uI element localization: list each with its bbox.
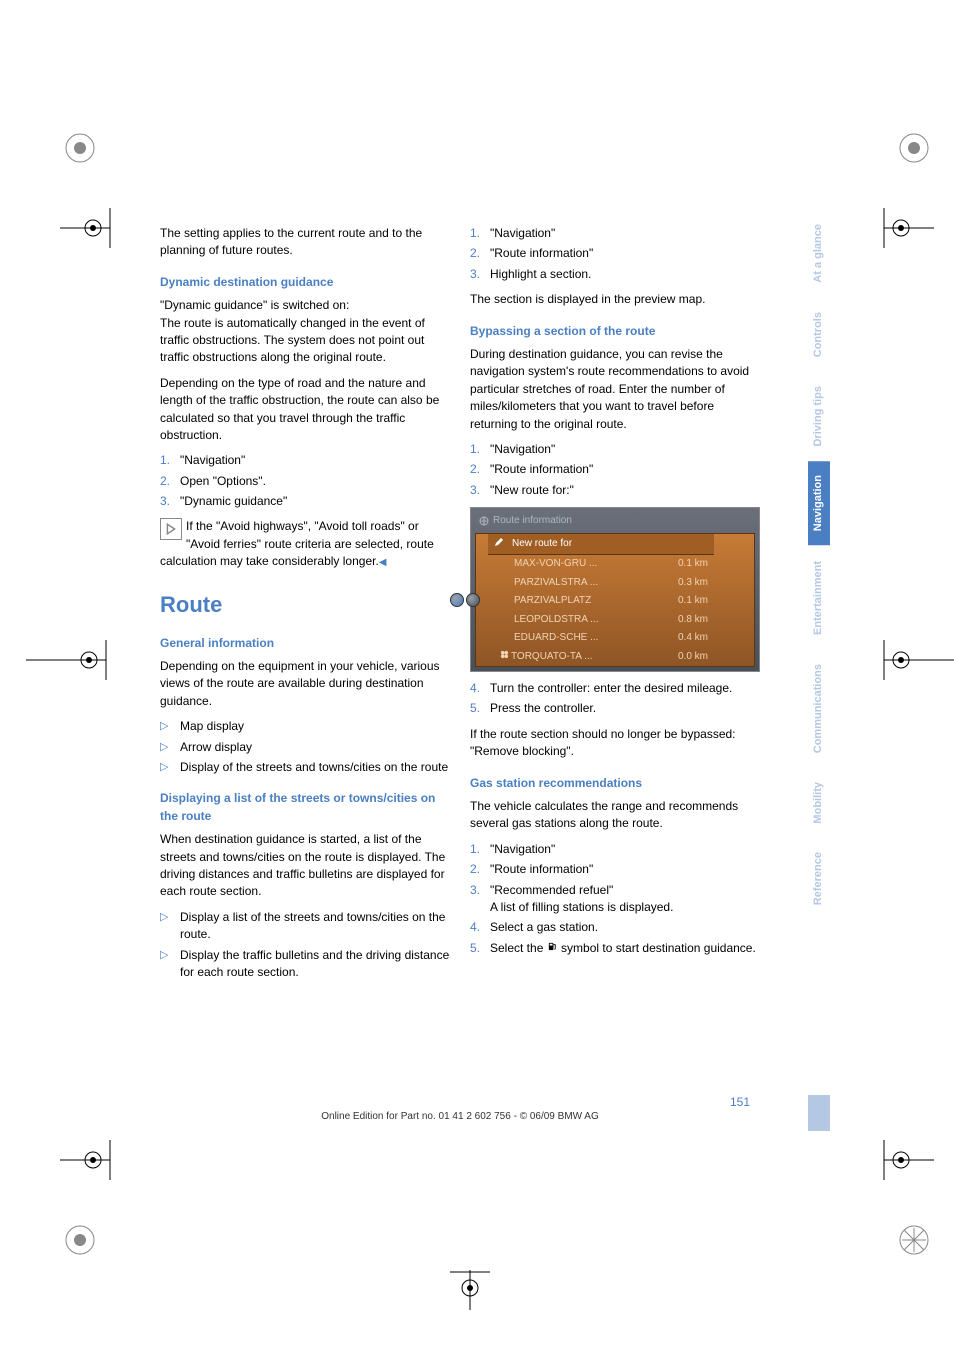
subsection-heading: Gas station recommendations <box>470 775 760 792</box>
tab-navigation[interactable]: Navigation <box>808 461 830 545</box>
footer-bar <box>808 1095 830 1131</box>
crop-mark-br <box>874 1140 934 1300</box>
list-item: 2."Route information" <box>470 861 760 878</box>
paragraph: The route is automatically changed in th… <box>160 315 450 367</box>
paragraph: Depending on the type of road and the na… <box>160 375 450 445</box>
panel-row: TORQUATO-TA ...0.0 km <box>476 648 754 667</box>
list-item: 1."Navigation" <box>470 841 760 858</box>
list-item: 3."Recommended refuel" A list of filling… <box>470 882 760 917</box>
paragraph: During destination guidance, you can rev… <box>470 346 760 433</box>
ordered-list: 1."Navigation" 2."Route information" 3."… <box>470 441 760 499</box>
nav-screenshot: Route information New route for MAX-VON-… <box>470 507 760 672</box>
note-text: If the "Avoid highways", "Avoid toll roa… <box>160 519 434 568</box>
side-tabs: At a glanceControlsDriving tipsNavigatio… <box>808 210 830 920</box>
page-content: The setting applies to the current route… <box>160 225 760 989</box>
paragraph: The vehicle calculates the range and rec… <box>470 798 760 833</box>
list-item: 3.Highlight a section. <box>470 266 760 283</box>
list-item: 2."Route information" <box>470 461 760 478</box>
crop-mark-mr <box>874 640 954 680</box>
bullet-list: Display a list of the streets and towns/… <box>160 909 450 982</box>
right-column: 1."Navigation" 2."Route information" 3.H… <box>470 225 760 989</box>
list-item: Display a list of the streets and towns/… <box>160 909 450 944</box>
left-column: The setting applies to the current route… <box>160 225 450 989</box>
list-item: 1."Navigation" <box>160 452 450 469</box>
section-heading: Dynamic destination guidance <box>160 274 450 291</box>
crop-mark-ml <box>26 640 116 680</box>
list-item: Map display <box>160 718 450 735</box>
ordered-list: 1."Navigation" 2."Route information" 3.H… <box>470 225 760 283</box>
panel-row: PARZIVALPLATZ0.1 km <box>476 592 754 611</box>
list-item: 1."Navigation" <box>470 441 760 458</box>
page-number: 151 <box>160 1095 760 1109</box>
crop-mark-tl <box>60 88 120 248</box>
footer: 151 Online Edition for Part no. 01 41 2 … <box>160 1095 760 1122</box>
footer-text: Online Edition for Part no. 01 41 2 602 … <box>321 1111 599 1122</box>
subsection-heading: General information <box>160 635 450 652</box>
note-box: If the "Avoid highways", "Avoid toll roa… <box>160 518 450 570</box>
list-item: 5.Select the symbol to start destination… <box>470 940 760 958</box>
intro-paragraph: The setting applies to the current route… <box>160 225 450 260</box>
tab-mobility[interactable]: Mobility <box>808 768 830 838</box>
screenshot-title: Route information <box>475 512 755 533</box>
crop-mark-bl <box>60 1140 120 1300</box>
tab-controls[interactable]: Controls <box>808 298 830 371</box>
tab-entertainment[interactable]: Entertainment <box>808 547 830 649</box>
paragraph: When destination guidance is started, a … <box>160 831 450 901</box>
pencil-icon <box>494 537 504 547</box>
paragraph: If the route section should no longer be… <box>470 726 760 761</box>
list-item: 3."New route for:" <box>470 482 760 499</box>
list-item: 1."Navigation" <box>470 225 760 242</box>
bullet-list: Map display Arrow display Display of the… <box>160 718 450 776</box>
paragraph: The section is displayed in the preview … <box>470 291 760 308</box>
crop-mark-tr <box>874 88 934 248</box>
subsection-heading: Bypassing a section of the route <box>470 323 760 340</box>
list-item: Arrow display <box>160 739 450 756</box>
list-item: Display of the streets and towns/cities … <box>160 759 450 776</box>
panel-row: EDUARD-SCHE ...0.4 km <box>476 629 754 648</box>
list-item: Display the traffic bulletins and the dr… <box>160 947 450 982</box>
globe-icon <box>479 516 489 526</box>
ordered-list: 1."Navigation" 2.Open "Options". 3."Dyna… <box>160 452 450 510</box>
subsection-heading: Displaying a list of the streets or town… <box>160 790 450 825</box>
list-item: 4.Turn the controller: enter the desired… <box>470 680 760 697</box>
ordered-list: 4.Turn the controller: enter the desired… <box>470 680 760 718</box>
list-item: 2.Open "Options". <box>160 473 450 490</box>
crop-mark-bc <box>440 1260 500 1320</box>
section-heading: Route <box>160 589 450 621</box>
ordered-list: 1."Navigation" 2."Route information" 3."… <box>470 841 760 957</box>
route-panel: New route for MAX-VON-GRU ...0.1 kmPARZI… <box>475 533 755 668</box>
list-item: 5.Press the controller. <box>470 700 760 717</box>
tab-driving-tips[interactable]: Driving tips <box>808 372 830 461</box>
panel-row: MAX-VON-GRU ...0.1 km <box>476 555 754 574</box>
list-item: 2."Route information" <box>470 245 760 262</box>
gas-pump-icon <box>547 940 558 957</box>
end-triangle-icon: ◀ <box>379 557 387 568</box>
panel-row: LEOPOLDSTRA ...0.8 km <box>476 611 754 630</box>
panel-row: PARZIVALSTRA ...0.3 km <box>476 574 754 593</box>
tab-reference[interactable]: Reference <box>808 838 830 919</box>
list-item: 3."Dynamic guidance" <box>160 493 450 510</box>
list-item: 4.Select a gas station. <box>470 919 760 936</box>
tab-communications[interactable]: Communications <box>808 650 830 767</box>
panel-header: New route for <box>488 534 714 556</box>
paragraph: "Dynamic guidance" is switched on: <box>160 297 450 314</box>
paragraph: Depending on the equipment in your vehic… <box>160 658 450 710</box>
note-icon <box>160 518 182 540</box>
side-dots <box>450 593 480 607</box>
tab-at-a-glance[interactable]: At a glance <box>808 210 830 297</box>
